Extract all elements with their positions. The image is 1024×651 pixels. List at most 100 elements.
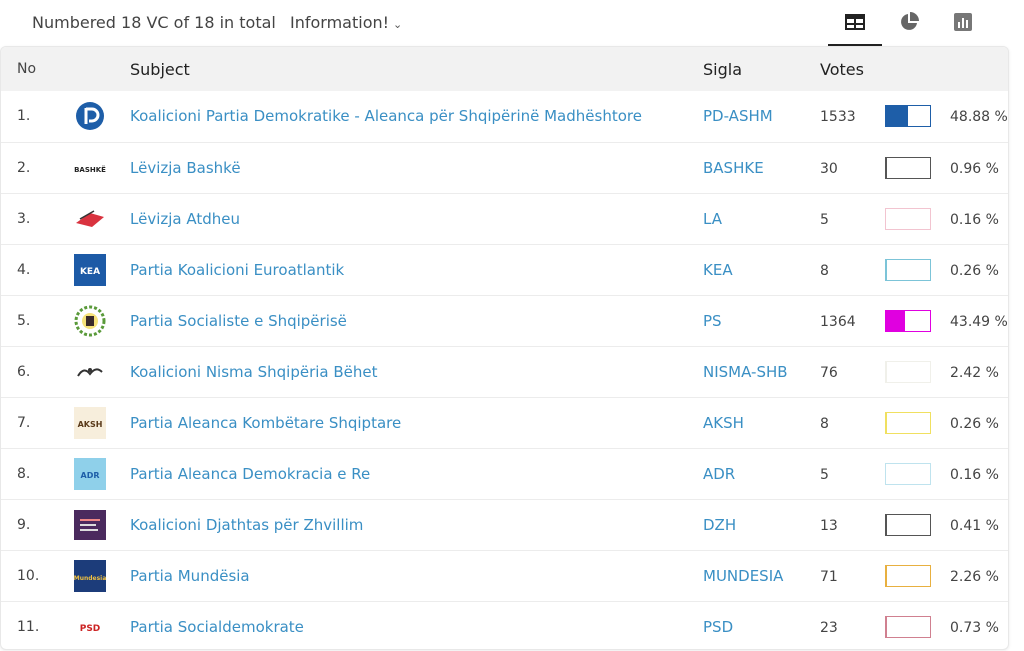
column-header-percent[interactable]: %	[950, 47, 1008, 91]
share-bar-fill	[886, 565, 887, 586]
svg-text:ADR: ADR	[81, 471, 100, 480]
sigla-link[interactable]: NISMA-SHB	[703, 362, 788, 381]
sigla-link[interactable]: DZH	[703, 515, 737, 534]
votes-cell: 8	[820, 244, 885, 295]
row-number: 5.	[17, 312, 31, 329]
sigla-link[interactable]: KEA	[703, 260, 733, 279]
table-row: 7. AKSH Partia Aleanca Kombëtare Shqiptare…	[1, 397, 1008, 448]
table-header-row: No Subject Sigla Votes %	[1, 47, 1008, 91]
information-dropdown-label: Information!	[290, 13, 390, 32]
share-bar	[885, 564, 931, 587]
percent-cell: 0.26 %	[950, 397, 1008, 448]
subject-link[interactable]: Koalicioni Nisma Shqipëria Bëhet	[130, 362, 378, 381]
party-logo-cell	[73, 295, 130, 346]
pie-chart-icon	[901, 12, 919, 30]
subject-link[interactable]: Partia Socialdemokrate	[130, 617, 304, 636]
subject-link[interactable]: Lëvizja Bashkë	[130, 158, 241, 177]
subject-link[interactable]: Koalicioni Partia Demokratike - Aleanca …	[130, 107, 642, 126]
column-header-votes[interactable]: Votes	[820, 59, 864, 79]
aksh-logo-icon: AKSH	[73, 406, 107, 440]
sigla-link[interactable]: PSD	[703, 617, 734, 636]
table-row: 11. PSD Partia Socialdemokrate PSD 23 0.73 %	[1, 601, 1008, 649]
information-dropdown[interactable]: Information! ⌄	[290, 13, 402, 32]
table-view-tab[interactable]	[828, 0, 882, 46]
share-bar	[885, 462, 931, 485]
share-bar	[885, 360, 931, 383]
percent-cell: 0.73 %	[950, 601, 1008, 649]
share-bar-cell	[885, 193, 950, 244]
sigla-link[interactable]: PD-ASHM	[703, 107, 773, 126]
row-number: 8.	[17, 465, 31, 482]
subject-link[interactable]: Partia Socialiste e Shqipërisë	[130, 311, 347, 330]
top-bar: Numbered 18 VC of 18 in total Informatio…	[0, 0, 1024, 46]
results-table-panel: No Subject Sigla Votes % 1. Koalicioni Pa…	[0, 46, 1009, 650]
subject-link[interactable]: Partia Aleanca Demokracia e Re	[130, 464, 371, 483]
subject-link[interactable]: Koalicioni Djathtas për Zhvillim	[130, 515, 364, 534]
sigla-link[interactable]: MUNDESIA	[703, 566, 784, 585]
votes-cell: 1364	[820, 295, 885, 346]
votes-value: 8	[820, 415, 829, 432]
column-header-subject[interactable]: Subject	[130, 59, 190, 79]
svg-text:Mundesia: Mundesia	[74, 575, 106, 582]
subject-link[interactable]: Partia Aleanca Kombëtare Shqiptare	[130, 413, 402, 432]
percent-value: 48.88 %	[950, 109, 1008, 126]
party-logo-cell: BASHKË	[73, 142, 130, 193]
sigla-link[interactable]: LA	[703, 209, 722, 228]
sigla-cell: NISMA-SHB	[703, 346, 820, 397]
results-table: No Subject Sigla Votes % 1. Koalicioni Pa…	[1, 47, 1008, 649]
psd-logo-icon: PSD	[73, 610, 107, 644]
share-bar-cell	[885, 142, 950, 193]
subject-cell: Lëvizja Atdheu	[130, 193, 703, 244]
sigla-link[interactable]: BASHKE	[703, 158, 764, 177]
subject-cell: Partia Koalicioni Euroatlantik	[130, 244, 703, 295]
subject-cell: Koalicioni Partia Demokratike - Aleanca …	[130, 91, 703, 142]
subject-link[interactable]: Lëvizja Atdheu	[130, 209, 241, 228]
party-logo-cell: PSD	[73, 601, 130, 649]
share-bar-cell	[885, 346, 950, 397]
party-logo-cell: KEA	[73, 244, 130, 295]
pie-chart-view-tab[interactable]	[882, 0, 936, 44]
votes-value: 5	[820, 211, 829, 228]
share-bar	[885, 513, 931, 536]
subject-cell: Koalicioni Djathtas për Zhvillim	[130, 499, 703, 550]
votes-value: 1364	[820, 313, 856, 330]
percent-cell: 2.42 %	[950, 346, 1008, 397]
votes-value: 8	[820, 262, 829, 279]
share-bar-fill	[886, 361, 888, 382]
share-bar-cell	[885, 550, 950, 601]
sigla-cell: AKSH	[703, 397, 820, 448]
subject-cell: Partia Mundësia	[130, 550, 703, 601]
row-number: 2.	[17, 159, 31, 176]
sigla-cell: MUNDESIA	[703, 550, 820, 601]
sigla-link[interactable]: AKSH	[703, 413, 744, 432]
sigla-link[interactable]: ADR	[703, 464, 736, 483]
sigla-cell: BASHKE	[703, 142, 820, 193]
share-bar-cell	[885, 499, 950, 550]
votes-cell: 23	[820, 601, 885, 649]
view-tabs	[828, 0, 990, 46]
sigla-link[interactable]: PS	[703, 311, 722, 330]
subject-link[interactable]: Partia Koalicioni Euroatlantik	[130, 260, 345, 279]
percent-cell: 0.16 %	[950, 448, 1008, 499]
table-row: 9. Koalicioni Djathtas për Zhvillim DZH 13 0…	[1, 499, 1008, 550]
table-icon	[845, 14, 865, 30]
column-header-sigla[interactable]: Sigla	[703, 59, 743, 79]
bar-chart-view-tab[interactable]	[936, 0, 990, 44]
party-logo-cell: Mundesia	[73, 550, 130, 601]
party-logo-cell	[73, 91, 130, 142]
sigla-cell: ADR	[703, 448, 820, 499]
party-logo-cell	[73, 193, 130, 244]
sigla-cell: KEA	[703, 244, 820, 295]
subject-cell: Partia Aleanca Demokracia e Re	[130, 448, 703, 499]
table-row: 4. KEA Partia Koalicioni Euroatlantik KEA 8 0…	[1, 244, 1008, 295]
row-number: 10.	[17, 567, 40, 584]
column-header-no[interactable]: No	[17, 61, 37, 77]
ps-logo-icon	[73, 304, 107, 338]
table-row: 8. ADR Partia Aleanca Demokracia e Re ADR 5 0…	[1, 448, 1008, 499]
sigla-cell: LA	[703, 193, 820, 244]
votes-value: 30	[820, 160, 838, 177]
subject-link[interactable]: Partia Mundësia	[130, 566, 250, 585]
percent-value: 0.16 %	[950, 211, 999, 228]
share-bar-cell	[885, 91, 950, 142]
row-number: 1.	[17, 108, 31, 125]
